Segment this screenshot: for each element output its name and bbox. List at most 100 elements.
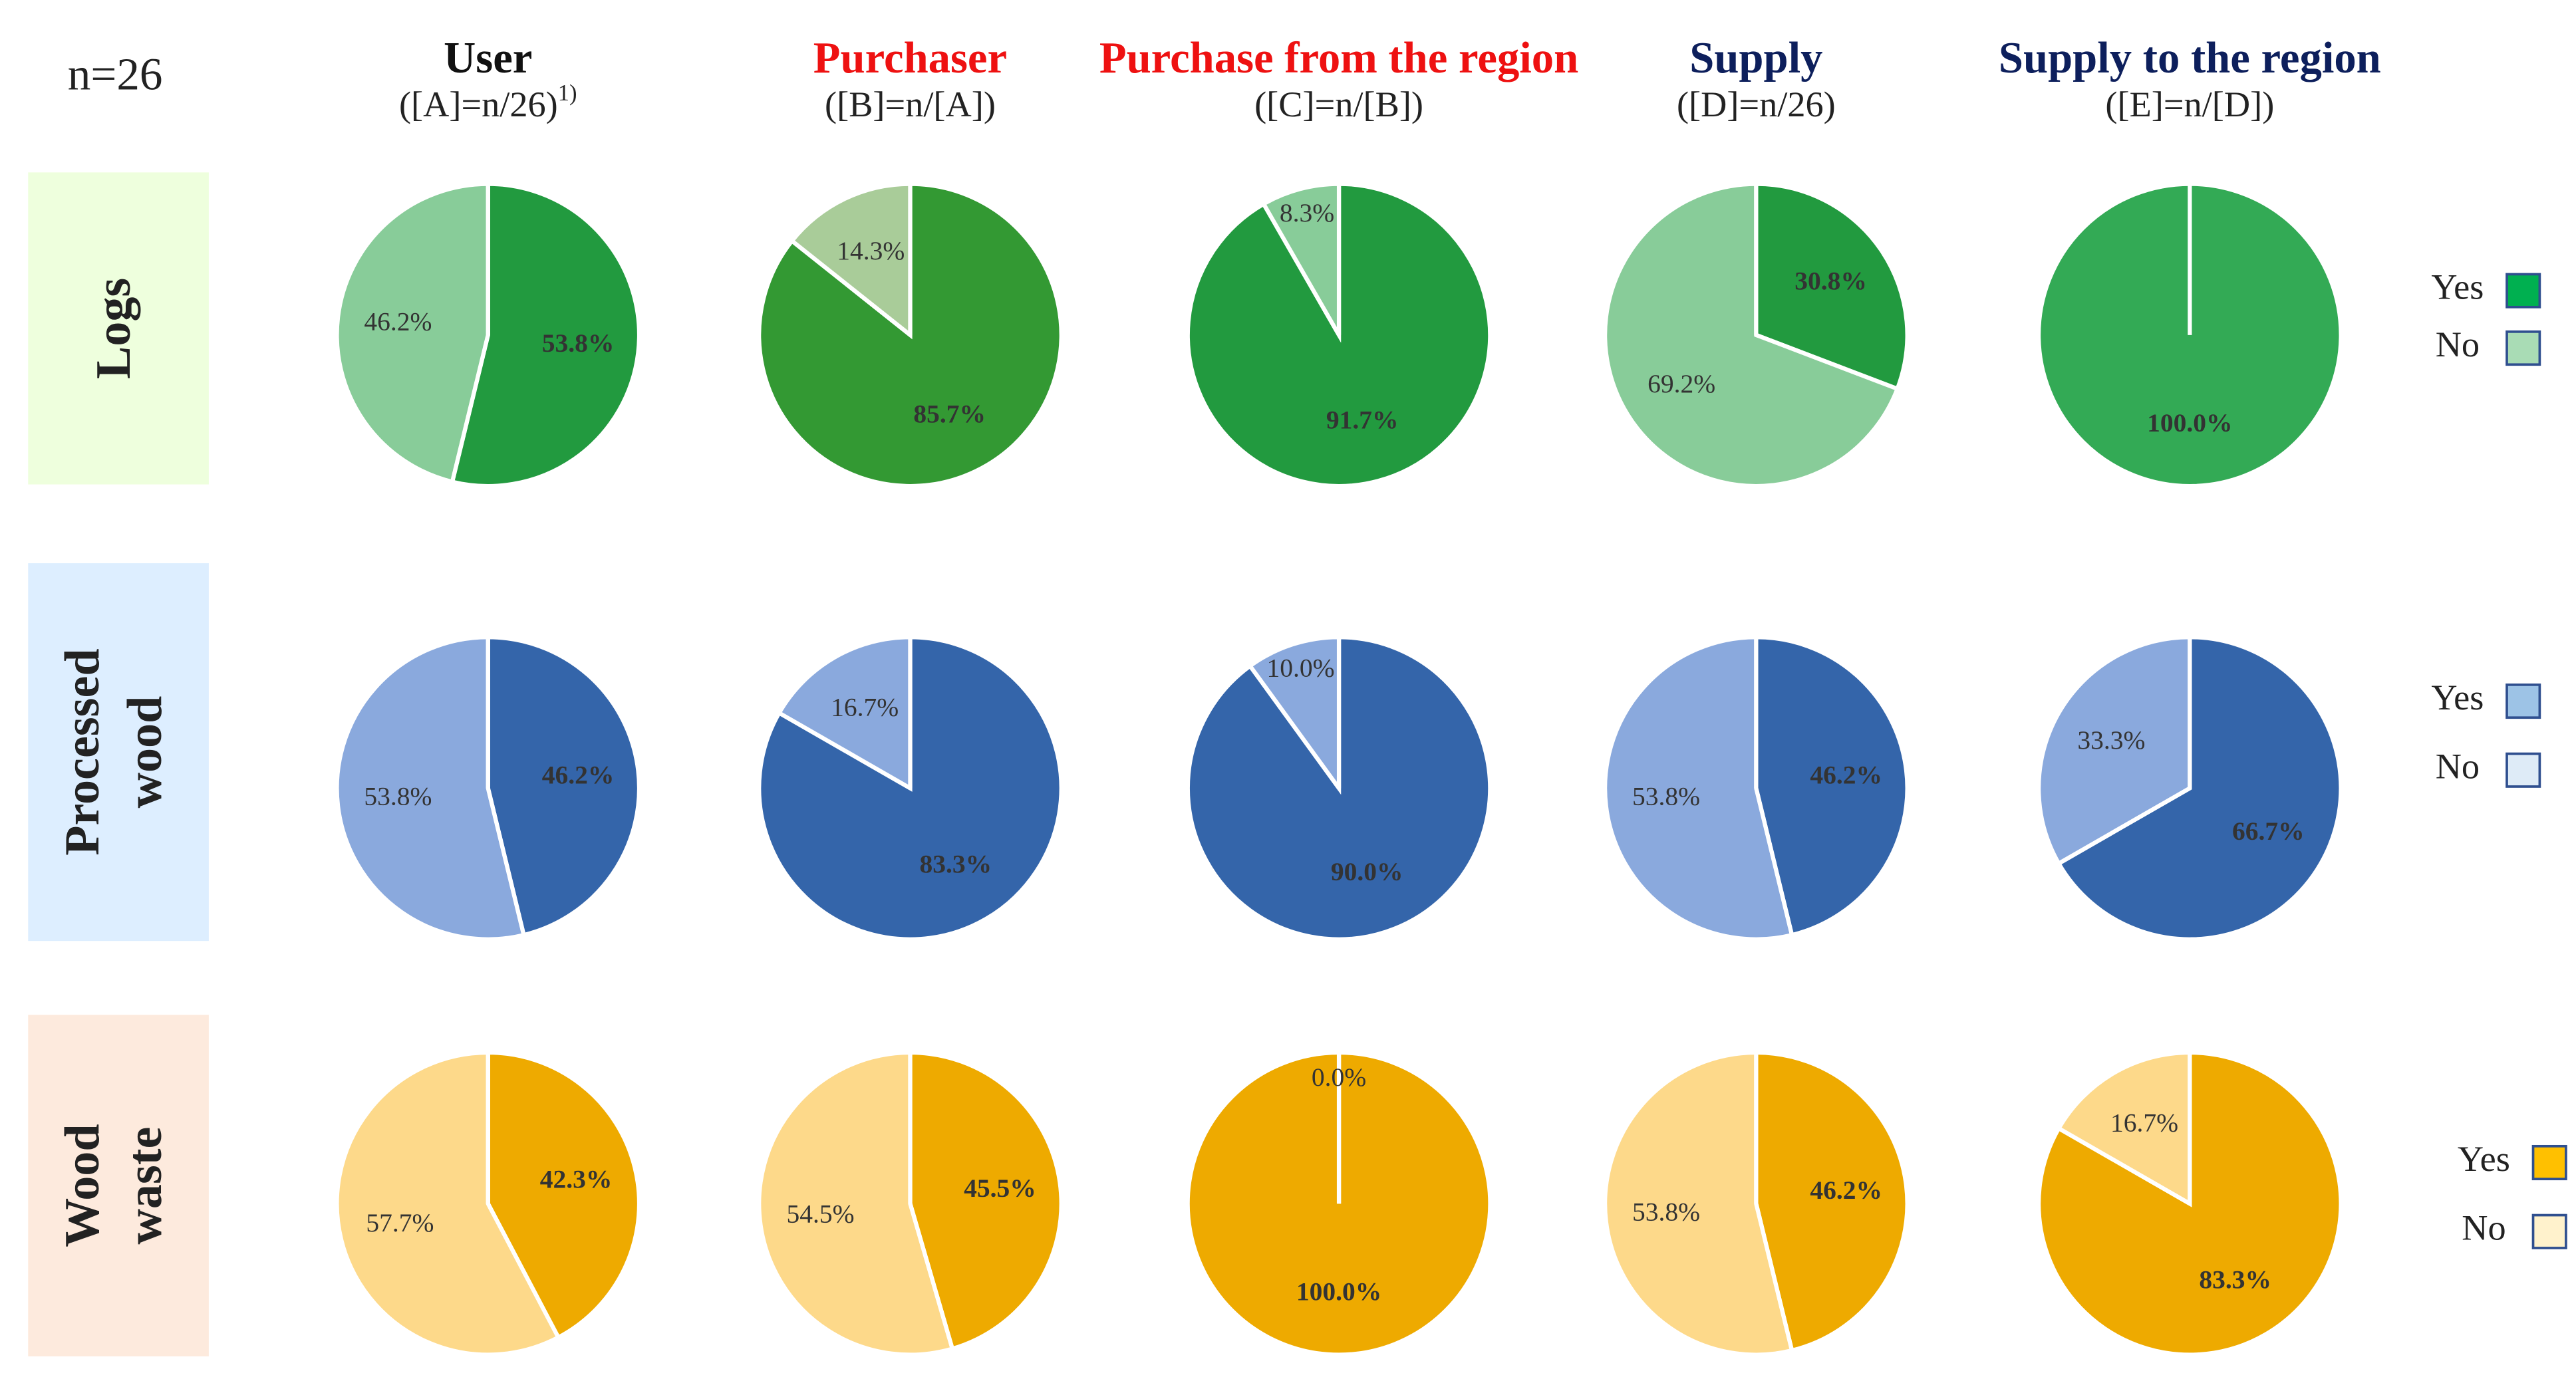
slice-edge bbox=[486, 1202, 561, 1338]
data-label: 83.3% bbox=[2199, 1265, 2271, 1294]
data-label: 57.7% bbox=[366, 1208, 434, 1237]
legend-swatch bbox=[2531, 1213, 2567, 1249]
pie-slice bbox=[486, 1050, 642, 1340]
column-title: User bbox=[444, 34, 532, 82]
pie-slice bbox=[1754, 1050, 1910, 1353]
data-label: 54.5% bbox=[786, 1199, 854, 1229]
column-title: Purchaser bbox=[813, 34, 1007, 82]
pie-slice bbox=[1247, 635, 1342, 795]
column-subtitle: ([E]=n/[D]) bbox=[2105, 84, 2274, 124]
data-label: 33.3% bbox=[2077, 725, 2145, 755]
pie-slice bbox=[335, 1050, 561, 1357]
data-label: 10.0% bbox=[1266, 653, 1334, 682]
legend-swatch bbox=[2505, 273, 2541, 309]
legend-label: Yes bbox=[2458, 1139, 2510, 1179]
data-label: 53.8% bbox=[364, 782, 432, 811]
footnote-mark: 1) bbox=[558, 80, 577, 106]
data-label: 42.3% bbox=[540, 1165, 613, 1194]
column-subtitle: ([C]=n/[B]) bbox=[1254, 84, 1423, 124]
legend-label: No bbox=[2436, 747, 2480, 787]
column-subtitle: ([D]=n/26) bbox=[1677, 84, 1836, 124]
column-title: Supply to the region bbox=[1999, 34, 2381, 82]
data-label: 16.7% bbox=[831, 693, 899, 722]
data-label: 83.3% bbox=[919, 849, 992, 878]
legend-label: No bbox=[2462, 1208, 2505, 1248]
legend-swatch bbox=[2505, 684, 2541, 719]
row-label: Logs bbox=[86, 278, 141, 379]
pie-slice bbox=[789, 182, 913, 340]
pie-slice bbox=[2056, 635, 2343, 942]
subtitle-text: ([E]=n/[D]) bbox=[2105, 84, 2274, 124]
data-label: 53.8% bbox=[1632, 782, 1700, 811]
row-label: Wood bbox=[55, 1124, 110, 1247]
pie-slice bbox=[1603, 1050, 1794, 1357]
pie-slice bbox=[1754, 635, 1910, 938]
slice-edge bbox=[1755, 332, 1898, 391]
data-label: 85.7% bbox=[913, 400, 986, 429]
legend-swatch bbox=[2531, 1144, 2567, 1181]
row-label: wood bbox=[118, 696, 172, 809]
legend-label: Yes bbox=[2431, 267, 2484, 307]
data-label: 14.3% bbox=[837, 236, 905, 265]
pie-slice bbox=[450, 182, 642, 489]
row-label-box bbox=[28, 172, 209, 485]
data-label: 90.0% bbox=[1331, 857, 1403, 886]
data-label: 45.5% bbox=[964, 1174, 1036, 1203]
pie-slice bbox=[908, 1050, 1064, 1352]
slice-edge bbox=[1754, 1203, 1794, 1351]
subtitle-text: ([C]=n/[B]) bbox=[1254, 84, 1423, 124]
legend-swatch bbox=[2505, 752, 2541, 788]
pie-slice bbox=[335, 635, 527, 942]
row-label-box bbox=[28, 563, 209, 942]
column-subtitle: ([A]=n/26)1) bbox=[399, 80, 577, 124]
subtitle-text: ([B]=n/[A]) bbox=[825, 84, 996, 124]
slice-edge bbox=[908, 1203, 954, 1350]
data-label: 100.0% bbox=[1296, 1277, 1381, 1307]
legend-label: No bbox=[2436, 324, 2480, 364]
legend-label: Yes bbox=[2431, 678, 2484, 717]
slice-edge bbox=[450, 334, 490, 483]
slice-edge bbox=[1248, 664, 1341, 790]
data-label: 69.2% bbox=[1647, 369, 1715, 398]
column-title: Supply bbox=[1689, 34, 1822, 82]
column-title: Purchase from the region bbox=[1099, 34, 1578, 82]
row-label: waste bbox=[118, 1127, 172, 1245]
data-label: 53.8% bbox=[542, 328, 615, 358]
data-label: 46.2% bbox=[364, 307, 432, 336]
data-label: 100.0% bbox=[2147, 408, 2232, 438]
pie-slice bbox=[2056, 1050, 2192, 1207]
pie-slice bbox=[1603, 635, 1794, 942]
pie-slice bbox=[1603, 182, 1900, 489]
row-label-box bbox=[28, 1015, 209, 1356]
data-label: 46.2% bbox=[542, 760, 615, 789]
data-label: 46.2% bbox=[1810, 1176, 1882, 1205]
data-label: 16.7% bbox=[2110, 1108, 2178, 1137]
subtitle-text: ([D]=n/26) bbox=[1677, 84, 1836, 124]
slice-edge bbox=[1754, 787, 1794, 936]
data-label: 91.7% bbox=[1326, 406, 1399, 435]
pie-slice bbox=[1260, 182, 1342, 343]
data-label: 66.7% bbox=[2232, 816, 2305, 846]
data-label: 53.8% bbox=[1632, 1197, 1700, 1227]
pie-slice bbox=[486, 635, 642, 938]
data-label: 0.0% bbox=[1312, 1063, 1366, 1092]
pie-slice bbox=[2037, 635, 2192, 866]
data-label: 8.3% bbox=[1280, 198, 1334, 227]
pie-slice bbox=[757, 1050, 955, 1357]
legend-swatch bbox=[2505, 330, 2541, 366]
slice-edge bbox=[2057, 1126, 2191, 1205]
column-subtitle: ([B]=n/[A]) bbox=[825, 84, 996, 124]
subtitle-text: ([A]=n/26) bbox=[399, 84, 558, 124]
slice-edge bbox=[486, 787, 526, 936]
slice-edge bbox=[790, 239, 912, 337]
pie-slice bbox=[776, 635, 913, 792]
data-label: 46.2% bbox=[1810, 760, 1882, 789]
pie-slice bbox=[1754, 182, 1910, 392]
slice-edge bbox=[778, 711, 912, 791]
row-label: Processed bbox=[55, 648, 110, 855]
sample-size: n=26 bbox=[68, 48, 163, 99]
data-label: 30.8% bbox=[1794, 267, 1867, 296]
pie-slice bbox=[335, 182, 490, 485]
